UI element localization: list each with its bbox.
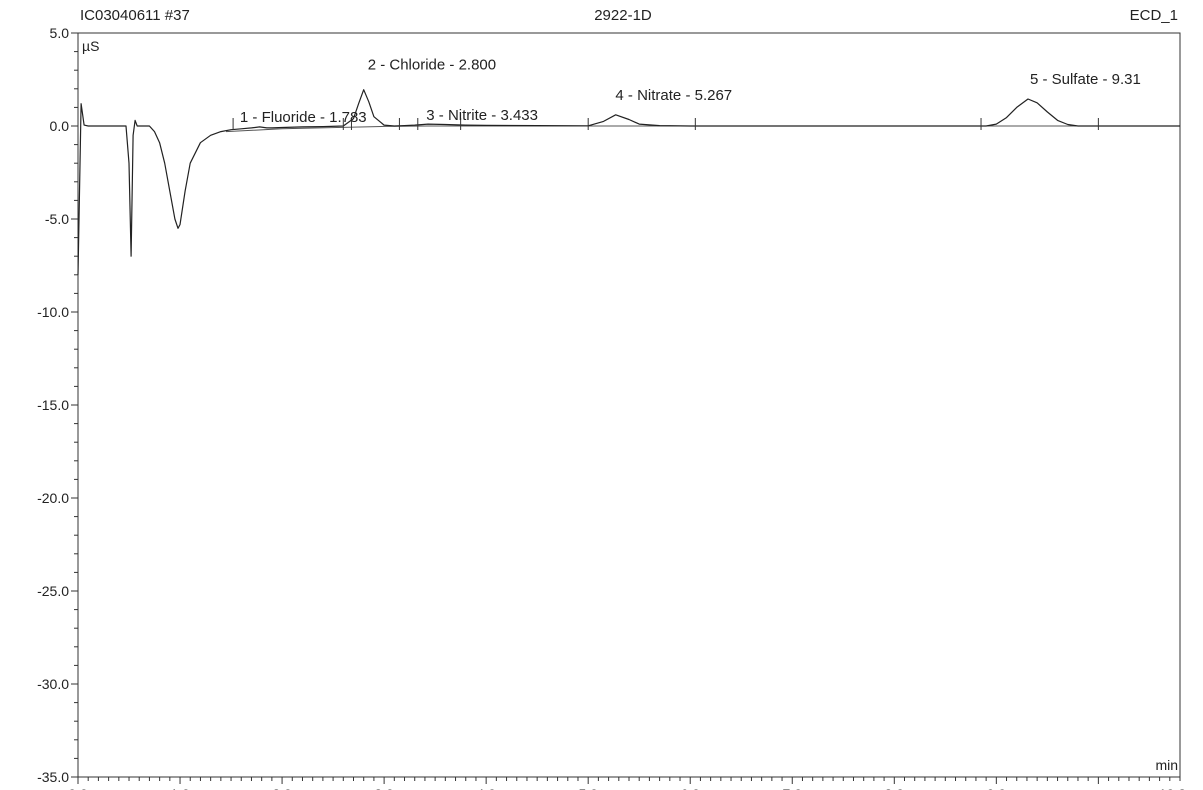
sample-id: IC03040611 #37: [80, 7, 190, 24]
y-tick-label: -35.0: [37, 769, 69, 785]
y-tick-label: -15.0: [37, 397, 69, 413]
x-tick-label: 10.8: [1159, 786, 1186, 790]
x-tick-label: 4.0: [476, 786, 496, 790]
chart-title: 2922-1D: [594, 7, 652, 24]
peak-label: 5 - Sulfate - 9.31: [1030, 71, 1141, 88]
x-tick-label: 8.0: [885, 786, 905, 790]
chromatogram-trace: [77, 89, 1180, 275]
x-axis-label: min: [1155, 757, 1178, 773]
peak-label: 1 - Fluoride - 1.783: [240, 109, 367, 126]
x-tick-label: 0.0: [68, 786, 88, 790]
x-tick-label: 2.0: [272, 786, 292, 790]
peak-label: 4 - Nitrate - 5.267: [615, 87, 732, 104]
peak-label: 2 - Chloride - 2.800: [368, 57, 496, 74]
axis-ticks: 5.0 0.0 -5.0 -10.0 -15.0 -20.0 -25.0 -30.0 -35.0…: [37, 25, 1186, 790]
integration-marks: [232, 118, 1099, 130]
x-tick-label: 5.0: [578, 786, 598, 790]
y-tick-label: -5.0: [45, 211, 69, 227]
x-tick-label: 7.0: [783, 786, 803, 790]
y-tick-label: -20.0: [37, 490, 69, 506]
peak-label: 3 - Nitrite - 3.433: [426, 107, 538, 124]
y-tick-label: 5.0: [50, 25, 70, 41]
y-tick-label: -30.0: [37, 676, 69, 692]
trace-layer: [77, 89, 1180, 275]
x-tick-label: 3.0: [374, 786, 394, 790]
y-tick-label: -25.0: [37, 583, 69, 599]
peak-labels: 1 - Fluoride - 1.783 2 - Chloride - 2.800…: [240, 57, 1141, 126]
y-tick-label: 0.0: [50, 118, 70, 134]
x-tick-label: 1.0: [170, 786, 190, 790]
y-axis-label: µS: [82, 38, 99, 54]
x-tick-label: 6.0: [680, 786, 700, 790]
x-tick-label: 9.0: [987, 786, 1007, 790]
channel-label: ECD_1: [1130, 7, 1178, 24]
y-tick-label: -10.0: [37, 304, 69, 320]
